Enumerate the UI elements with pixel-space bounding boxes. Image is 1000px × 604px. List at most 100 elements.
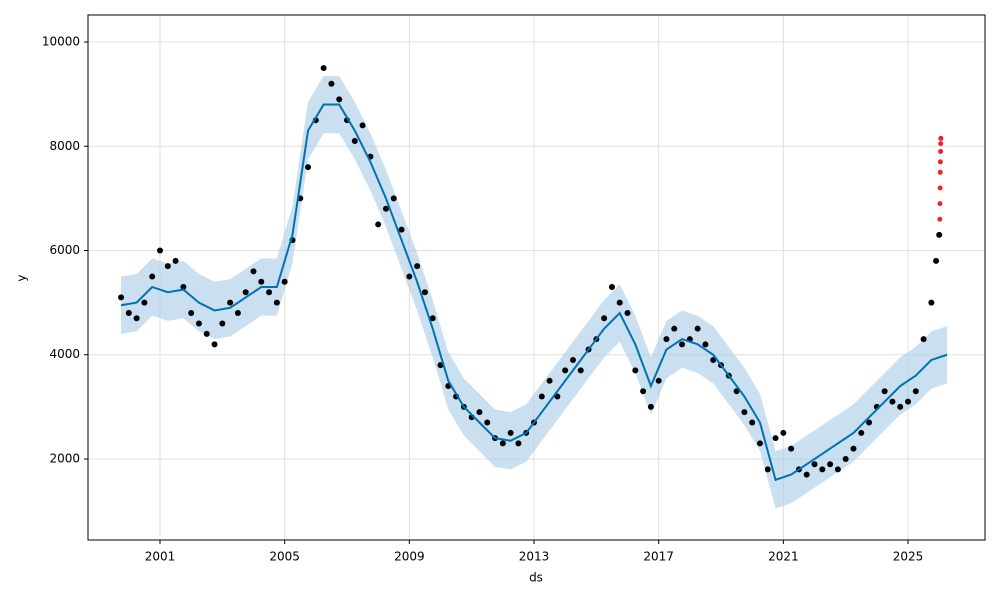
observed-point <box>273 299 280 306</box>
x-tick-label: 2005 <box>269 550 300 564</box>
observed-point <box>328 80 335 87</box>
observed-point <box>336 96 343 103</box>
x-axis-label: ds <box>529 571 543 585</box>
future-point <box>937 201 943 207</box>
observed-point <box>679 341 686 348</box>
observed-point <box>149 273 156 280</box>
observed-point <box>772 435 779 442</box>
observed-point <box>437 362 444 369</box>
x-tick-label: 2025 <box>893 550 924 564</box>
observed-point <box>756 440 763 447</box>
observed-point <box>655 377 662 384</box>
observed-point <box>601 315 608 322</box>
observed-point <box>803 471 810 478</box>
observed-point <box>250 268 257 275</box>
observed-point <box>608 283 615 290</box>
observed-point <box>180 283 187 290</box>
future-point <box>937 169 943 175</box>
observed-point <box>741 409 748 416</box>
observed-point <box>554 393 561 400</box>
observed-point <box>476 409 483 416</box>
future-point <box>938 141 944 147</box>
observed-point <box>850 445 857 452</box>
y-tick-label: 4000 <box>49 347 80 361</box>
y-axis-label: y <box>15 274 29 281</box>
observed-point <box>351 138 358 145</box>
observed-point <box>118 294 125 301</box>
observed-point <box>242 289 249 296</box>
observed-point <box>702 341 709 348</box>
observed-point <box>398 226 405 233</box>
observed-point <box>710 356 717 363</box>
observed-point <box>616 299 623 306</box>
observed-point <box>195 320 202 327</box>
observed-point <box>133 315 140 322</box>
observed-point <box>406 273 413 280</box>
observed-point <box>429 315 436 322</box>
observed-point <box>141 299 148 306</box>
observed-point <box>125 310 132 317</box>
observed-point <box>827 461 834 468</box>
observed-point <box>359 122 366 129</box>
y-tick-label: 2000 <box>49 451 80 465</box>
observed-point <box>499 440 506 447</box>
y-tick-label: 6000 <box>49 243 80 257</box>
observed-point <box>390 195 397 202</box>
x-tick-label: 2013 <box>519 550 550 564</box>
future-point <box>937 159 943 165</box>
observed-point <box>671 325 678 332</box>
x-tick-label: 2009 <box>394 550 425 564</box>
observed-point <box>266 289 273 296</box>
observed-point <box>866 419 873 426</box>
observed-point <box>834 466 841 473</box>
x-tick-label: 2001 <box>145 550 176 564</box>
observed-point <box>819 466 826 473</box>
observed-point <box>912 388 919 395</box>
future-point <box>938 148 944 154</box>
observed-point <box>562 367 569 374</box>
observed-point <box>764 466 771 473</box>
observed-point <box>811 461 818 468</box>
uncertainty-band <box>121 75 947 509</box>
observed-point <box>624 310 631 317</box>
observed-point <box>936 231 943 238</box>
observed-point <box>281 278 288 285</box>
observed-point <box>933 257 940 264</box>
observed-point <box>172 257 179 264</box>
observed-point <box>421 289 428 296</box>
observed-point <box>632 367 639 374</box>
observed-point <box>538 393 545 400</box>
future-point <box>937 216 943 222</box>
plot-frame <box>87 14 986 541</box>
observed-point <box>858 429 865 436</box>
observed-point <box>164 263 171 270</box>
observed-point <box>647 403 654 410</box>
x-tick-label: 2021 <box>768 550 799 564</box>
observed-point <box>569 356 576 363</box>
x-tick-label: 2017 <box>643 550 674 564</box>
observed-point <box>156 247 163 254</box>
observed-point <box>905 398 912 405</box>
observed-point <box>889 398 896 405</box>
observed-point <box>897 403 904 410</box>
y-tick-label: 8000 <box>49 139 80 153</box>
observed-point <box>881 388 888 395</box>
observed-point <box>577 367 584 374</box>
observed-point <box>546 377 553 384</box>
observed-point <box>414 263 421 270</box>
observed-point <box>640 388 647 395</box>
observed-point <box>484 419 491 426</box>
observed-point <box>694 325 701 332</box>
observed-point <box>842 455 849 462</box>
observed-point <box>375 221 382 228</box>
future-point <box>937 185 943 191</box>
observed-point <box>749 419 756 426</box>
observed-point <box>733 388 740 395</box>
y-tick-label: 10000 <box>42 35 80 49</box>
observed-point <box>928 299 935 306</box>
observed-point <box>788 445 795 452</box>
observed-point <box>227 299 234 306</box>
observed-point <box>515 440 522 447</box>
observed-point <box>320 65 327 72</box>
